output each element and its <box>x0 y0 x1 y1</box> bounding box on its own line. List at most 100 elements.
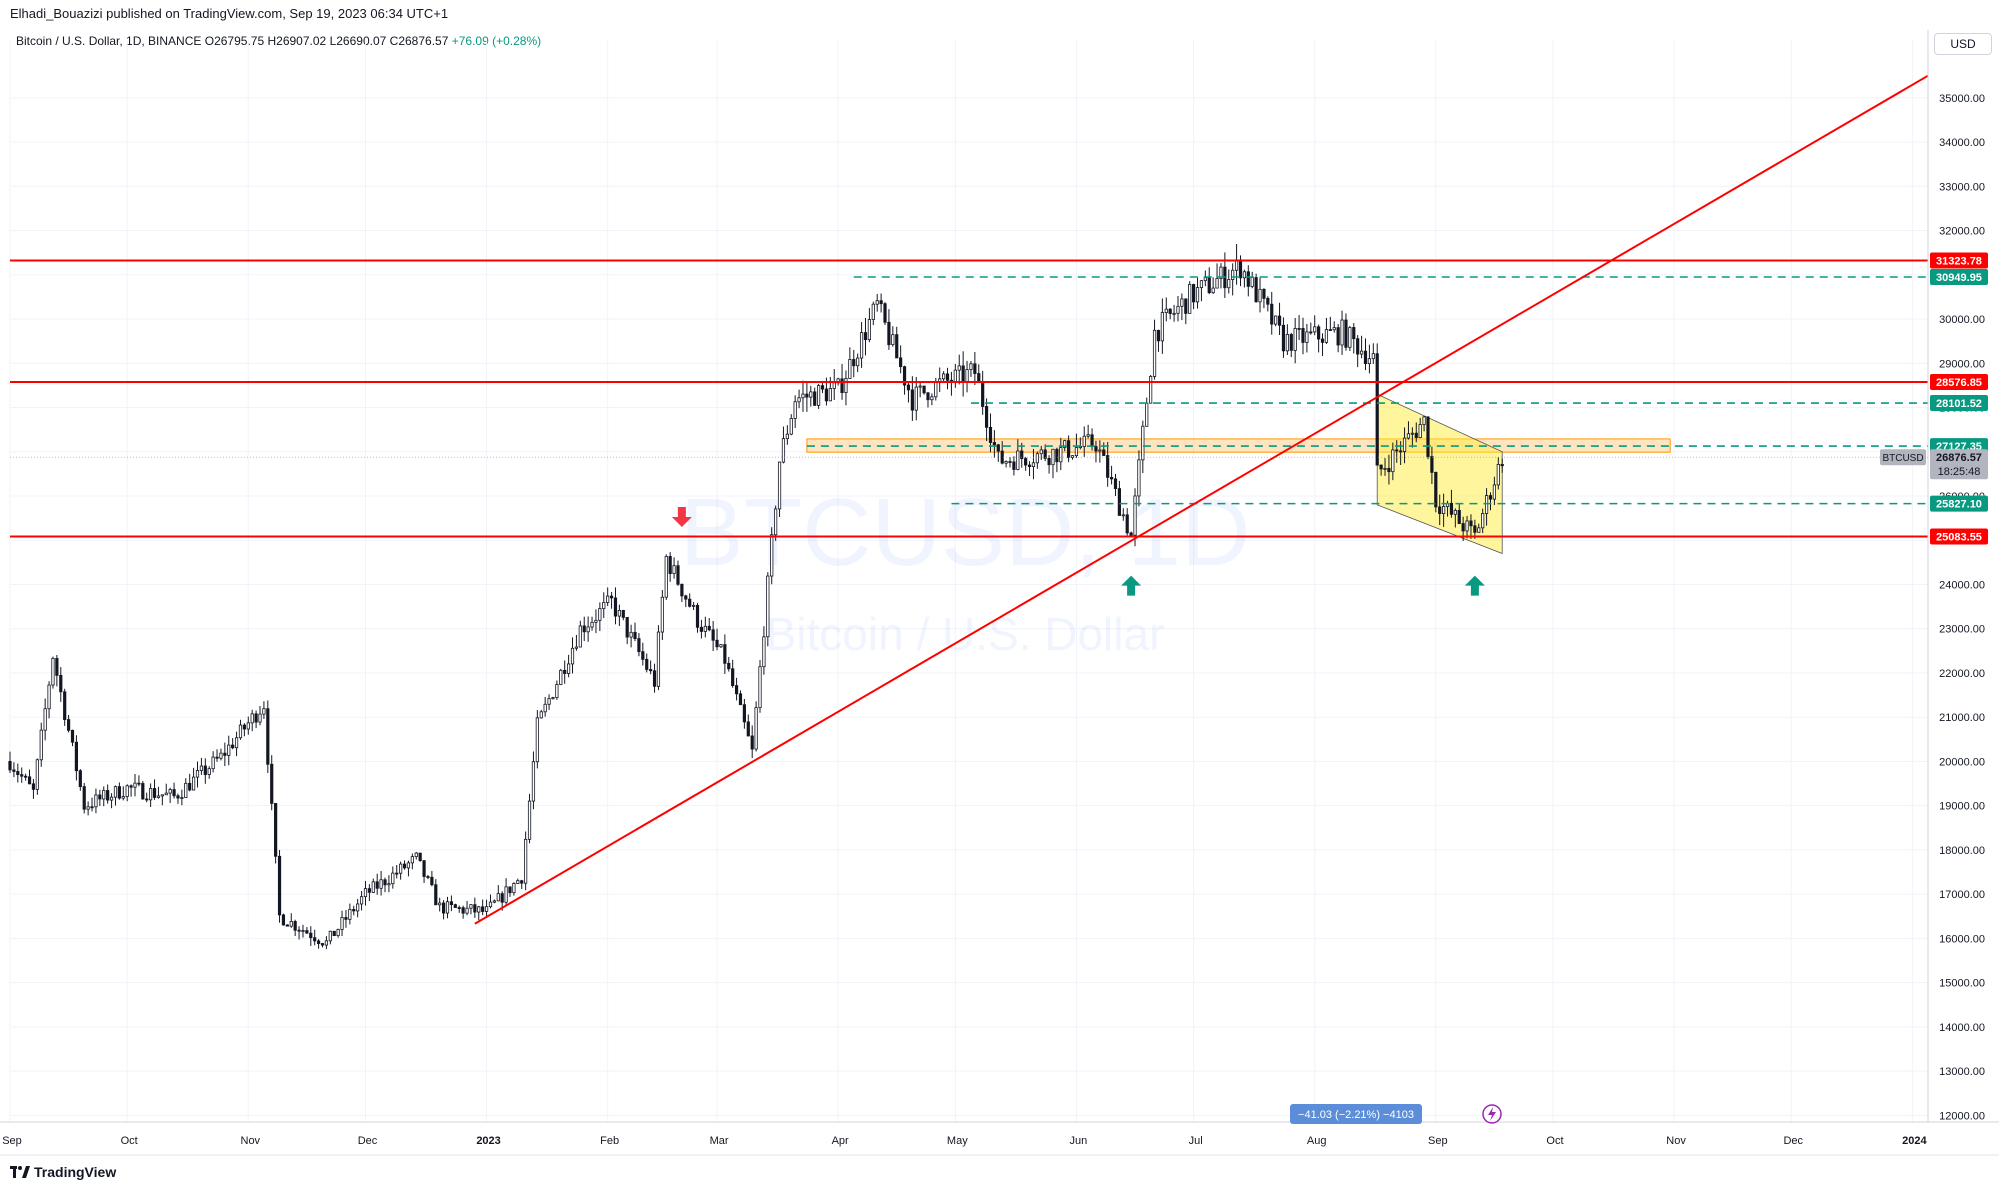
candle-body <box>910 389 914 411</box>
candle-body <box>922 385 926 394</box>
candle-body <box>1414 432 1418 439</box>
candle-body <box>149 788 153 801</box>
candle-body <box>1199 280 1204 289</box>
horizontal-levels <box>10 259 1928 538</box>
candle-body <box>184 782 188 798</box>
candle-body <box>875 300 879 305</box>
candle-body <box>742 704 746 723</box>
candle-body <box>813 391 817 406</box>
candle-body <box>824 388 829 402</box>
candle-body <box>500 893 504 903</box>
candle-body <box>27 776 32 785</box>
candle-body <box>1102 449 1106 456</box>
x-tick-label: Apr <box>832 1135 849 1147</box>
candle-body <box>43 708 47 731</box>
candle-body <box>1375 353 1379 466</box>
level-label: 28576.85 <box>1936 377 1982 389</box>
price-tag-price: 26876.57 <box>1936 452 1982 464</box>
candle-body <box>1395 449 1399 452</box>
candle-body <box>98 794 102 800</box>
candle-body <box>887 321 891 346</box>
candle-body <box>652 670 657 687</box>
candle-body <box>12 769 16 772</box>
candle-body <box>348 908 352 920</box>
candle-body <box>35 759 39 790</box>
y-tick-label: 14000.00 <box>1939 1022 1985 1034</box>
candle-body <box>8 761 12 771</box>
candle-body <box>442 902 446 914</box>
candle-body <box>555 684 559 698</box>
candle-body <box>645 658 649 670</box>
price-tag-bg <box>1930 449 1988 480</box>
currency-button[interactable]: USD <box>1934 33 1992 55</box>
candle-body <box>1281 324 1286 352</box>
candle-body <box>926 392 930 401</box>
candle-body <box>1051 448 1055 466</box>
candle-body <box>867 319 871 341</box>
candle-body <box>1500 464 1504 467</box>
candle-body <box>1336 327 1340 346</box>
candle-body <box>1215 278 1219 289</box>
candle-body <box>895 334 899 359</box>
candle-body <box>375 881 379 889</box>
candle-body <box>238 724 243 739</box>
candle-body <box>1309 331 1313 334</box>
candle-body <box>51 658 55 686</box>
candle-body <box>789 418 793 435</box>
candle-body <box>1285 334 1289 352</box>
candle-body <box>797 397 801 403</box>
candle-body <box>1160 312 1164 342</box>
falling-channel <box>1376 393 1503 555</box>
candle-body <box>770 534 774 577</box>
candle-body <box>1496 464 1500 486</box>
candle-body <box>1340 319 1344 346</box>
candle-body <box>1313 326 1317 333</box>
candle-body <box>606 595 610 603</box>
candle-body <box>1106 455 1110 478</box>
candle-body <box>1453 510 1457 515</box>
candle-body <box>199 765 204 771</box>
candle-body <box>1227 279 1231 289</box>
candle-body <box>234 737 239 749</box>
candle-body <box>785 433 789 440</box>
candle-body <box>1172 312 1176 315</box>
y-tick-label: 29000.00 <box>1939 358 1985 370</box>
candle-body <box>1328 329 1332 331</box>
candle-body <box>570 647 575 665</box>
candle-body <box>172 789 176 797</box>
candle-body <box>164 792 168 796</box>
candle-body <box>24 775 28 778</box>
candle-body <box>942 373 946 380</box>
candle-body <box>1012 461 1016 470</box>
measure-label-bg <box>1290 1104 1422 1124</box>
candle-body <box>641 651 645 660</box>
candle-body <box>672 565 676 574</box>
candle-body <box>863 332 868 341</box>
candle-body <box>211 756 215 770</box>
candle-body <box>508 886 512 894</box>
candle-body <box>270 763 274 804</box>
candle-body <box>117 786 121 799</box>
candle-body <box>1231 269 1235 280</box>
candle-body <box>1402 437 1407 452</box>
candle-body <box>246 722 250 730</box>
candle-body <box>1469 520 1473 527</box>
candle-body <box>277 855 282 916</box>
candle-body <box>582 625 586 633</box>
candle-body <box>242 724 246 730</box>
down-arrow-icon <box>671 506 692 527</box>
candle-body <box>82 786 86 810</box>
candle-body <box>1305 331 1309 343</box>
candle-body <box>777 461 782 510</box>
candle-body <box>379 879 383 889</box>
candle-body <box>617 609 621 617</box>
candle-body <box>20 774 24 777</box>
candle-body <box>828 388 832 402</box>
candle-body <box>223 752 227 756</box>
candle-body <box>1043 449 1047 459</box>
price-tag-countdown: 18:25:48 <box>1938 466 1981 478</box>
candle-body <box>965 369 969 383</box>
candle-body <box>969 363 973 370</box>
candle-body <box>1086 434 1090 437</box>
